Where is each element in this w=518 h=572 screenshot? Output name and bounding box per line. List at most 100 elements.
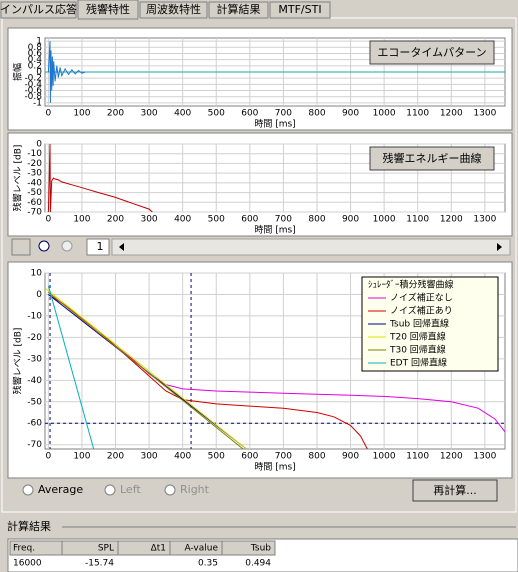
y-tick-label: 0.8 — [28, 43, 43, 53]
x-axis-label: 時間 [ms] — [254, 462, 295, 473]
y-tick-label: -60 — [27, 419, 42, 429]
y-tick-label: 0 — [36, 68, 42, 78]
x-tick-label: 0 — [45, 215, 51, 225]
x-tick-label: 300 — [140, 215, 157, 225]
legend-label: ノイズ補正なし — [390, 292, 453, 304]
x-tick-label: 800 — [308, 452, 325, 462]
x-axis-label: 時間 [ms] — [254, 225, 295, 236]
x-tick-label: 1000 — [373, 215, 396, 225]
data-line — [47, 144, 153, 212]
y-tick-label: -50 — [27, 397, 42, 407]
x-tick-label: 400 — [174, 215, 191, 225]
radio-label: Left — [120, 483, 141, 496]
y-tick-label: -0.2 — [24, 74, 42, 84]
header-label: Tsub — [250, 544, 271, 554]
x-tick-label: 1300 — [473, 452, 496, 462]
y-tick-label: 0.6 — [28, 49, 43, 59]
y-tick-label: -1 — [33, 98, 42, 108]
layout-icon[interactable] — [11, 238, 31, 256]
x-tick-label: 700 — [275, 452, 292, 462]
y-tick-label: -50 — [27, 188, 42, 198]
y-tick-label: -40 — [27, 376, 42, 386]
x-tick-label: 1300 — [473, 109, 496, 119]
data-line — [47, 285, 95, 449]
view-button-label: 残響エネルギー曲線 — [383, 151, 482, 165]
y-tick-label: -0.4 — [24, 80, 42, 90]
scroll-right[interactable] — [497, 243, 502, 251]
x-tick-label: 100 — [73, 215, 90, 225]
legend-label: T20 回帰直線 — [389, 331, 446, 343]
page-field[interactable] — [86, 238, 110, 256]
x-tick-label: 1000 — [373, 109, 396, 119]
y-tick-label: -10 — [27, 311, 42, 321]
radio-label: Average — [38, 483, 83, 496]
x-tick-label: 700 — [275, 215, 292, 225]
header-cell — [221, 540, 276, 556]
x-tick-label: 1000 — [373, 452, 396, 462]
y-tick-label: 0 — [36, 290, 42, 300]
y-axis-label: 残響レベル [dB] — [12, 328, 24, 395]
y-tick-label: -40 — [27, 178, 42, 188]
x-tick-label: 1200 — [440, 452, 463, 462]
header-label: Freq. — [13, 544, 35, 554]
table-cell: 16000 — [13, 559, 42, 569]
y-tick-label: 1 — [36, 37, 42, 47]
radio[interactable] — [104, 484, 116, 496]
x-tick-label: 300 — [140, 452, 157, 462]
legend-title: ｼｭﾚｰﾀﾞｰ積分残響曲線 — [368, 279, 454, 291]
page-number: 1 — [97, 240, 104, 253]
x-tick-label: 800 — [308, 215, 325, 225]
tab[interactable] — [208, 1, 269, 19]
table-cell: -15.74 — [85, 559, 114, 569]
recalc-label: 再計算... — [433, 483, 477, 497]
y-tick-label: -0.6 — [24, 86, 42, 96]
x-tick-label: 700 — [275, 109, 292, 119]
legend-label: T30 回帰直線 — [389, 344, 446, 356]
y-tick-label: -70 — [27, 208, 42, 218]
x-tick-label: 1200 — [440, 215, 463, 225]
view-button[interactable] — [369, 146, 495, 171]
zoom-in-icon[interactable] — [38, 240, 50, 252]
y-tick-label: 0.2 — [28, 61, 42, 71]
x-tick-label: 900 — [342, 452, 359, 462]
x-tick-label: 600 — [241, 109, 258, 119]
tab-label: 周波数特性 — [146, 2, 201, 16]
y-tick-label: -70 — [27, 440, 42, 450]
y-tick-label: -0.8 — [24, 92, 42, 102]
scrollbar[interactable] — [111, 238, 511, 256]
tab-label: インパルス応答 — [0, 2, 77, 16]
y-tick-label: -30 — [27, 169, 42, 179]
legend-label: Tsub 回帰直線 — [389, 318, 449, 330]
x-tick-label: 500 — [208, 215, 225, 225]
y-tick-label: -60 — [27, 198, 42, 208]
y-tick-label: -10 — [27, 149, 42, 159]
x-tick-label: 400 — [174, 452, 191, 462]
x-tick-label: 1100 — [406, 215, 429, 225]
y-tick-label: 0 — [36, 140, 42, 150]
tab[interactable] — [269, 1, 331, 19]
zoom-out-icon[interactable] — [61, 240, 73, 252]
x-tick-label: 200 — [107, 215, 124, 225]
y-axis-label: 残響レベル [dB] — [12, 145, 24, 212]
x-tick-label: 1100 — [406, 452, 429, 462]
data-line — [45, 287, 247, 449]
view-button[interactable] — [369, 40, 495, 65]
tab-label: 計算結果 — [217, 2, 261, 16]
radio[interactable] — [22, 484, 34, 496]
x-tick-label: 1300 — [473, 215, 496, 225]
x-tick-label: 400 — [174, 109, 191, 119]
data-line — [47, 41, 86, 103]
radio-label: Right — [180, 483, 210, 496]
y-tick-label: -20 — [27, 333, 42, 343]
y-tick-label: -30 — [27, 354, 42, 364]
results-title: 計算結果 — [7, 519, 51, 533]
x-tick-label: 0 — [45, 452, 51, 462]
tab[interactable] — [77, 0, 139, 20]
scroll-left[interactable] — [119, 243, 124, 251]
radio[interactable] — [164, 484, 176, 496]
recalc-button[interactable] — [412, 479, 498, 502]
x-tick-label: 600 — [241, 452, 258, 462]
tab[interactable] — [139, 1, 208, 19]
tab[interactable] — [0, 1, 77, 19]
